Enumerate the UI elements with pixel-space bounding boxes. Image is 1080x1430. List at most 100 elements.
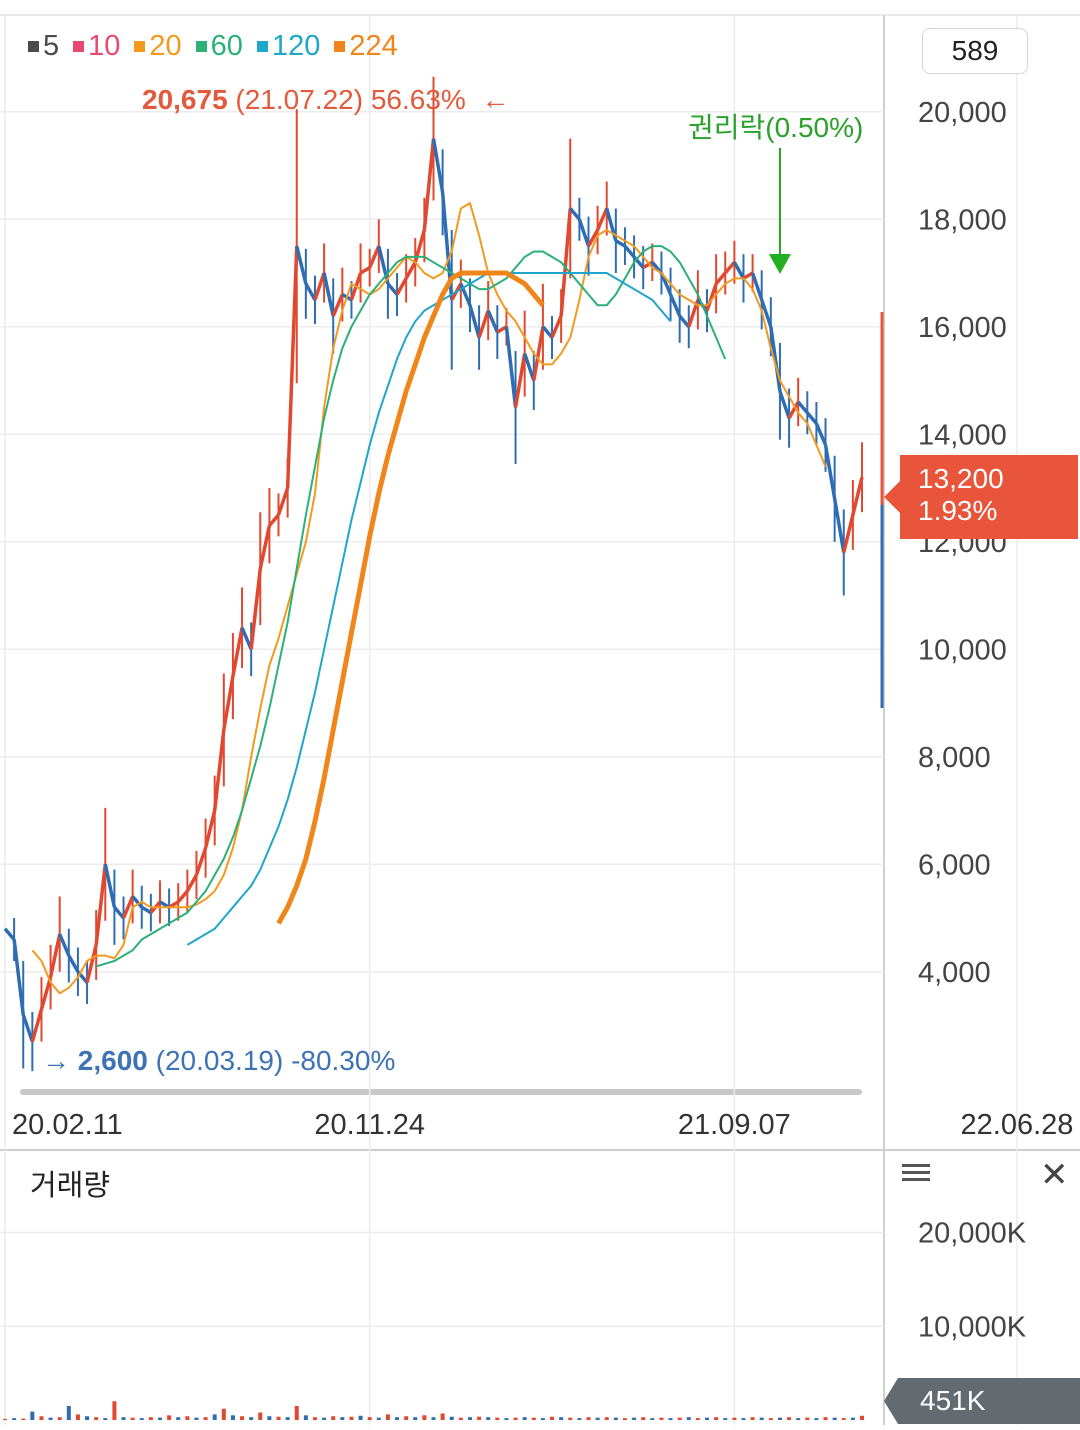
volume-bar	[504, 1418, 509, 1420]
candle	[21, 1014, 35, 1043]
candle	[431, 138, 445, 193]
period-count-box[interactable]: 589	[922, 28, 1028, 74]
candle	[285, 246, 299, 489]
volume-bar	[586, 1417, 591, 1420]
y-tick-label: 10,000	[918, 634, 1007, 666]
volume-bar	[285, 1417, 290, 1420]
y-tick-label: 20,000	[918, 97, 1007, 129]
volume-bar	[39, 1416, 44, 1420]
candle	[614, 239, 626, 248]
volume-bar	[832, 1417, 837, 1420]
volume-title: 거래량	[30, 1170, 111, 1202]
volume-bar	[130, 1417, 135, 1420]
volume-bar	[303, 1415, 308, 1420]
candle	[468, 304, 481, 338]
volume-bars	[3, 1401, 864, 1420]
candle	[668, 293, 682, 317]
candle	[732, 261, 746, 280]
volume-bar	[157, 1417, 162, 1420]
volume-bar	[486, 1417, 491, 1420]
legend-item-ma20[interactable]: 20	[134, 30, 182, 63]
candle	[750, 272, 764, 301]
candle	[276, 487, 290, 516]
ma-line-20	[31, 202, 827, 995]
volume-bar	[349, 1416, 354, 1420]
volume-bar	[823, 1417, 828, 1420]
hamburger-menu-icon[interactable]	[902, 1160, 930, 1188]
close-icon[interactable]: ✕	[1040, 1156, 1069, 1194]
candle	[359, 266, 371, 275]
volume-bar	[194, 1417, 199, 1420]
candle	[586, 229, 600, 247]
candle	[541, 325, 554, 339]
volume-bar	[841, 1418, 846, 1420]
volume-bar	[705, 1417, 710, 1420]
candle	[140, 905, 152, 915]
candle	[778, 390, 791, 419]
low-price: 2,600	[77, 1045, 148, 1076]
candle	[85, 944, 98, 983]
candle	[714, 271, 727, 285]
volume-bar	[540, 1418, 545, 1420]
ma-line-60	[95, 245, 727, 968]
candle	[559, 208, 572, 317]
volume-bar	[559, 1417, 564, 1420]
candle	[796, 400, 809, 414]
volume-bar	[787, 1417, 792, 1420]
volume-bar	[850, 1417, 855, 1420]
volume-bar	[686, 1417, 691, 1420]
candle	[94, 864, 108, 946]
low-date: (20.03.19)	[155, 1045, 284, 1076]
volume-bar	[294, 1405, 299, 1420]
legend-item-ma10[interactable]: 10	[73, 30, 120, 63]
candle	[477, 310, 490, 339]
candle	[331, 293, 344, 317]
legend-swatch-icon	[134, 41, 146, 52]
volume-bar	[732, 1417, 737, 1420]
y-tick-label: 6,000	[918, 849, 991, 881]
legend-item-ma224[interactable]: 224	[334, 30, 398, 63]
volume-bar	[57, 1417, 62, 1420]
high-pct: 56.63%	[370, 84, 466, 115]
volume-bar	[695, 1418, 700, 1420]
volume-bar	[103, 1418, 108, 1420]
volume-bar	[240, 1416, 245, 1420]
candle	[249, 568, 263, 650]
volume-bar	[94, 1417, 99, 1420]
low-pct: -80.30%	[291, 1045, 396, 1076]
volume-bar	[759, 1417, 764, 1420]
volume-bar	[340, 1417, 345, 1420]
legend-item-ma120[interactable]: 120	[256, 30, 320, 63]
candle	[814, 422, 828, 446]
low-price-marker: → 2,600 (20.03.19) -80.30%	[42, 1045, 395, 1077]
candle	[231, 627, 244, 677]
legend-item-ma5[interactable]: 5	[28, 30, 59, 63]
candle	[295, 245, 308, 285]
candles	[3, 76, 864, 1072]
volume-bar	[741, 1418, 746, 1420]
x-tick-label: 20.11.24	[314, 1109, 425, 1141]
volume-bar	[422, 1415, 427, 1420]
candle	[404, 261, 417, 280]
legend-swatch-icon	[195, 41, 207, 52]
volume-bar	[367, 1417, 372, 1420]
volume-tick-label: 10,000K	[918, 1311, 1027, 1343]
right-arrow-icon: →	[42, 1045, 70, 1076]
candle	[313, 272, 326, 301]
candle	[577, 218, 591, 247]
scroll-track	[20, 1089, 862, 1095]
volume-bar	[249, 1417, 254, 1420]
candle	[532, 326, 545, 381]
volume-bar	[805, 1417, 810, 1420]
legend-item-ma60[interactable]: 60	[195, 30, 243, 63]
volume-bar	[312, 1417, 317, 1420]
candle	[705, 283, 718, 312]
volume-bar	[449, 1416, 454, 1420]
volume-bar	[267, 1416, 272, 1420]
volume-bar	[477, 1416, 482, 1420]
current-volume-tag: 451K	[884, 1378, 1080, 1424]
volume-bar	[632, 1417, 637, 1420]
volume-bar	[385, 1414, 390, 1420]
volume-bar	[677, 1417, 682, 1420]
